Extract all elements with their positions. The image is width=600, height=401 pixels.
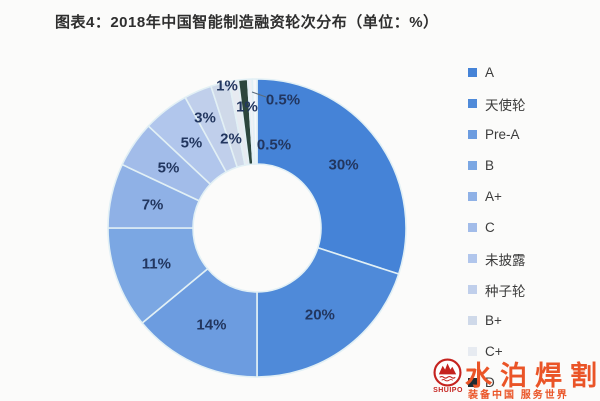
legend-item-A[interactable]: A: [468, 57, 526, 88]
legend-label: C+: [485, 344, 503, 359]
shuipo-latin-text: SHUIPO: [433, 387, 463, 394]
pie-slice-天使轮[interactable]: [256, 246, 400, 378]
legend-swatch-icon: [468, 316, 477, 325]
legend-label: B+: [485, 313, 502, 328]
legend-label: Pre-A: [485, 127, 520, 142]
legend-item-D[interactable]: D: [468, 367, 526, 398]
legend-label: D: [485, 375, 495, 390]
legend-swatch-icon: [468, 161, 477, 170]
legend-swatch-icon: [468, 223, 477, 232]
legend-label: 天使轮: [485, 97, 526, 113]
legend-label: 未披露: [485, 252, 526, 268]
legend-item-B+[interactable]: B+: [468, 305, 526, 336]
legend-item-Pre-A[interactable]: Pre-A: [468, 119, 526, 150]
watermark-logo: SHUIPO 水泊焊割 装备中国 服务世界: [428, 352, 600, 401]
legend-label: C: [485, 220, 495, 235]
shuipo-tagline-text: 装备中国 服务世界: [468, 390, 569, 401]
legend-item-种子轮[interactable]: 种子轮: [468, 274, 526, 305]
pie-slice-small-12[interactable]: [251, 78, 258, 165]
legend-item-C+[interactable]: C+: [468, 336, 526, 367]
legend-swatch-icon: [468, 192, 477, 201]
legend-label: B: [485, 158, 495, 173]
legend: A 天使轮 Pre-A B A+ C 未披露种子轮 B+ C+ D: [468, 57, 526, 398]
label-leader-line: [251, 91, 267, 98]
shuipo-brand-text: 水泊焊割: [465, 361, 600, 391]
legend-swatch-icon: [468, 68, 477, 77]
legend-label: 种子轮: [485, 283, 526, 299]
legend-swatch-icon: [468, 378, 477, 387]
legend-item-天使轮[interactable]: 天使轮: [468, 88, 526, 119]
legend-label: A+: [485, 189, 502, 204]
legend-item-B[interactable]: B: [468, 150, 526, 181]
shuipo-emblem-icon: [433, 358, 462, 387]
legend-swatch-icon: [468, 285, 477, 294]
donut-chart: [107, 78, 407, 378]
legend-swatch-icon: [468, 254, 477, 263]
legend-swatch-icon: [468, 99, 477, 108]
chart-title: 图表4：2018年中国智能制造融资轮次分布（单位：%）: [55, 14, 439, 31]
legend-item-A+[interactable]: A+: [468, 181, 526, 212]
pie-slice-A[interactable]: [256, 78, 407, 275]
legend-item-未披露[interactable]: 未披露: [468, 243, 526, 274]
legend-label: A: [485, 65, 495, 80]
legend-item-C[interactable]: C: [468, 212, 526, 243]
legend-swatch-icon: [468, 130, 477, 139]
legend-swatch-icon: [468, 347, 477, 356]
